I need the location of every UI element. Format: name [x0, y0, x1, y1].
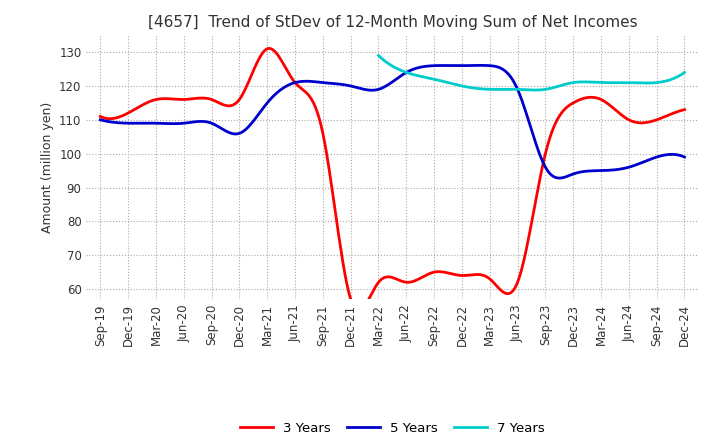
3 Years: [98, 115, 107, 120]
3 Years: [264, 46, 273, 51]
7 Years: [374, 53, 383, 58]
Line: 5 Years: 5 Years: [100, 66, 685, 178]
5 Years: [555, 176, 564, 181]
5 Years: [593, 168, 601, 173]
Y-axis label: Amount (million yen): Amount (million yen): [40, 102, 53, 233]
Line: 7 Years: 7 Years: [379, 55, 685, 90]
5 Years: [629, 163, 638, 169]
3 Years: [354, 308, 363, 313]
3 Years: [629, 119, 638, 125]
Legend: 3 Years, 5 Years, 7 Years: 3 Years, 5 Years, 7 Years: [234, 417, 551, 440]
5 Years: [96, 117, 104, 122]
5 Years: [442, 63, 451, 68]
7 Years: [557, 83, 566, 88]
7 Years: [652, 80, 661, 85]
7 Years: [680, 70, 689, 75]
5 Years: [98, 117, 107, 123]
5 Years: [475, 63, 484, 68]
3 Years: [457, 273, 466, 278]
3 Years: [96, 114, 104, 119]
7 Years: [562, 81, 571, 87]
3 Years: [680, 107, 689, 112]
5 Years: [454, 63, 462, 68]
7 Years: [557, 83, 565, 88]
5 Years: [680, 154, 689, 160]
3 Years: [593, 95, 601, 101]
5 Years: [444, 63, 452, 68]
Title: [4657]  Trend of StDev of 12-Month Moving Sum of Net Incomes: [4657] Trend of StDev of 12-Month Moving…: [148, 15, 637, 30]
Line: 3 Years: 3 Years: [100, 48, 685, 311]
7 Years: [531, 88, 539, 93]
3 Years: [446, 271, 454, 276]
7 Years: [633, 80, 642, 85]
7 Years: [375, 54, 384, 59]
3 Years: [448, 271, 456, 276]
